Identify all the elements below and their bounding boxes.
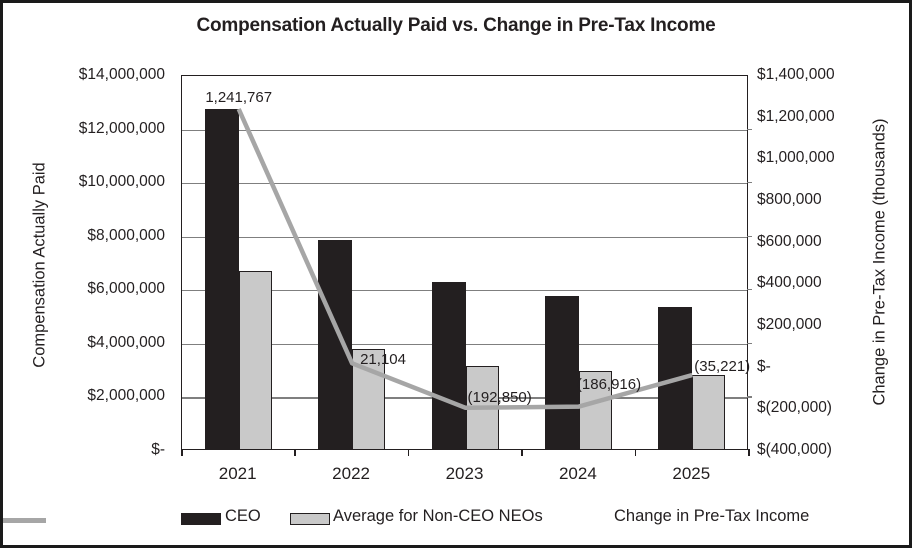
- legend-label-ceo: CEO: [225, 507, 261, 525]
- right-axis-title: Change in Pre-Tax Income (thousands): [870, 118, 889, 406]
- line-data-label-2024: (186,916): [576, 375, 642, 393]
- legend-swatch-pretax-line: [3, 518, 46, 523]
- left-axis-tick-label: $2,000,000: [87, 387, 165, 405]
- right-axis-tick-label: $200,000: [757, 316, 822, 333]
- right-axis-tick-label: $1,200,000: [757, 107, 835, 125]
- bar-non-ceo-neos-2021: [238, 270, 272, 449]
- x-axis-tick-mark: [181, 449, 183, 456]
- right-axis-tick-mark: [747, 182, 752, 184]
- right-axis-tick-mark: [747, 235, 752, 237]
- left-axis-tick-label: $-: [151, 441, 165, 458]
- right-axis-tick-mark: [747, 289, 752, 291]
- right-axis-tick-label: $400,000: [757, 274, 822, 292]
- left-axis-tick-label: $6,000,000: [87, 280, 165, 298]
- plot-area: 1,241,767 21,104 (192,850) (186,916) (35,221…: [181, 75, 751, 450]
- x-axis-tick-mark: [294, 449, 296, 456]
- x-axis-label-2022: 2022: [332, 464, 370, 483]
- bar-non-ceo-neos-2025: [692, 375, 726, 449]
- left-axis-title: Compensation Actually Paid: [30, 162, 49, 368]
- gridline: [182, 129, 747, 131]
- x-axis-label-2024: 2024: [558, 464, 597, 483]
- left-axis-tick-label: $10,000,000: [78, 173, 165, 191]
- left-axis-tick-label: $8,000,000: [87, 226, 165, 244]
- x-axis-tick-mark: [521, 449, 523, 456]
- right-axis-tick-label: $1,000,000: [757, 149, 835, 167]
- right-axis-tick-label: $(200,000): [757, 399, 832, 417]
- right-axis-tick-label: $(400,000): [757, 441, 832, 458]
- bar-non-ceo-neos-2024: [578, 371, 612, 449]
- x-axis-label-2025: 2025: [672, 464, 711, 483]
- left-axis-tick-label: $4,000,000: [87, 333, 165, 351]
- right-axis-tick-mark: [747, 396, 752, 398]
- legend-label-non-ceo-neos: Average for Non-CEO NEOs: [333, 507, 543, 525]
- line-data-label-2021: 1,241,767: [205, 88, 273, 106]
- right-axis-tick-mark: [747, 342, 752, 345]
- bar-ceo-2023: [431, 281, 466, 449]
- right-axis-tick-label: $600,000: [757, 232, 822, 250]
- left-axis-tick-label: $14,000,000: [78, 66, 165, 83]
- x-axis-tick-mark: [748, 449, 750, 456]
- left-axis-tick-label: $12,000,000: [78, 119, 165, 137]
- line-data-label-2023: (192,850): [467, 388, 532, 406]
- right-axis-tick-mark: [747, 128, 752, 130]
- bar-ceo-2022: [318, 240, 353, 449]
- x-axis-tick-mark: [634, 449, 637, 456]
- legend-label-pretax-line: Change in Pre-Tax Income: [614, 507, 810, 525]
- bar-ceo-2024: [544, 296, 579, 449]
- pretax-income-line: [236, 108, 693, 411]
- chart-title: Compensation Actually Paid vs. Change in…: [196, 15, 716, 36]
- x-axis-label-2021: 2021: [218, 464, 257, 483]
- x-axis-tick-mark: [407, 449, 410, 456]
- line-data-label-2025: (35,221): [694, 358, 751, 375]
- right-axis-tick-label: $-: [757, 357, 771, 375]
- gridline: [182, 183, 747, 185]
- right-axis-tick-label: $800,000: [757, 191, 822, 208]
- x-axis-label-2023: 2023: [445, 464, 484, 483]
- gridline: [182, 236, 747, 238]
- right-axis-tick-label: $1,400,000: [757, 66, 835, 83]
- bar-ceo-2021: [204, 108, 239, 449]
- legend-swatch-ceo: [181, 513, 221, 525]
- line-data-label-2022: 21,104: [360, 351, 406, 369]
- legend-swatch-non-ceo-neos: [290, 513, 330, 525]
